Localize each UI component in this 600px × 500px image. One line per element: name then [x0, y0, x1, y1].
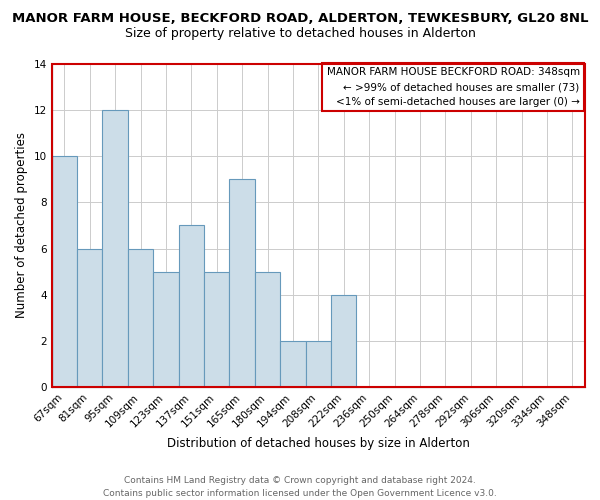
Bar	[305, 341, 331, 387]
Text: Contains HM Land Registry data © Crown copyright and database right 2024.
Contai: Contains HM Land Registry data © Crown c…	[103, 476, 497, 498]
Bar	[103, 110, 128, 387]
Bar	[77, 248, 103, 387]
Bar	[204, 272, 229, 387]
Bar	[331, 294, 356, 387]
Bar	[255, 272, 280, 387]
Y-axis label: Number of detached properties: Number of detached properties	[15, 132, 28, 318]
Bar	[179, 226, 204, 387]
Bar	[128, 248, 153, 387]
X-axis label: Distribution of detached houses by size in Alderton: Distribution of detached houses by size …	[167, 437, 470, 450]
Bar	[52, 156, 77, 387]
Bar	[280, 341, 305, 387]
Bar	[229, 180, 255, 387]
Bar	[153, 272, 179, 387]
Text: MANOR FARM HOUSE, BECKFORD ROAD, ALDERTON, TEWKESBURY, GL20 8NL: MANOR FARM HOUSE, BECKFORD ROAD, ALDERTO…	[12, 12, 588, 26]
Text: MANOR FARM HOUSE BECKFORD ROAD: 348sqm
← >99% of detached houses are smaller (73: MANOR FARM HOUSE BECKFORD ROAD: 348sqm ←…	[326, 67, 580, 107]
Text: Size of property relative to detached houses in Alderton: Size of property relative to detached ho…	[125, 28, 475, 40]
